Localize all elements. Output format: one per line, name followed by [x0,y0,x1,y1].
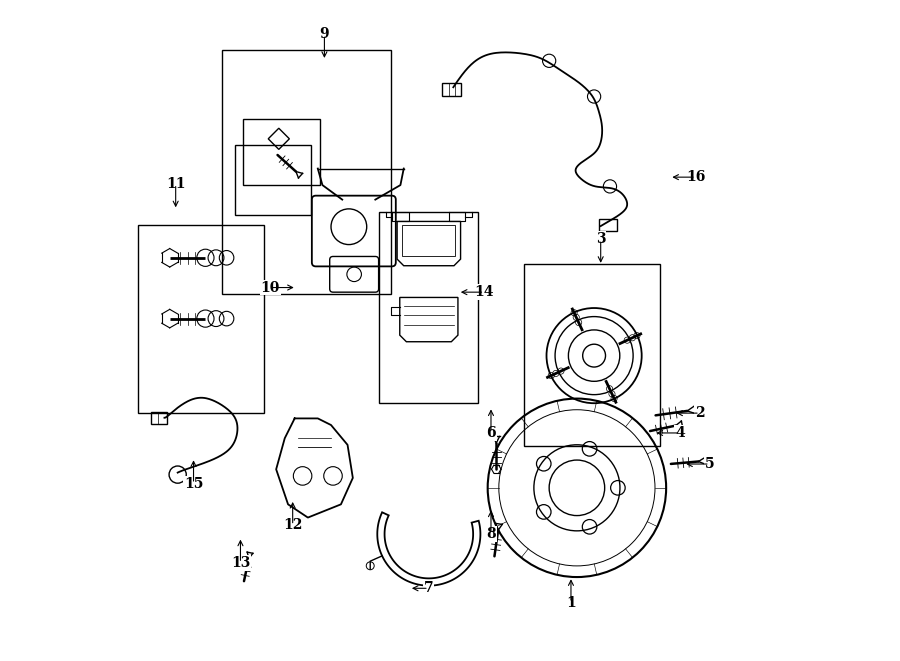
Text: 16: 16 [686,170,706,184]
Bar [151,412,167,424]
Bar [235,145,311,215]
Text: 1: 1 [566,596,576,610]
Text: 15: 15 [184,477,203,491]
Bar [222,50,391,294]
Text: 9: 9 [320,27,329,42]
Text: 11: 11 [166,176,185,191]
Text: 10: 10 [260,280,280,295]
Text: 5: 5 [705,457,715,471]
Text: 2: 2 [695,406,705,420]
Text: 12: 12 [283,518,302,533]
Text: 6: 6 [486,426,496,440]
Bar [138,225,264,413]
Text: 14: 14 [474,285,494,299]
Bar [524,264,660,446]
Text: 8: 8 [486,527,496,541]
Bar [598,219,617,231]
Text: 7: 7 [424,581,434,596]
Polygon shape [377,512,481,586]
Text: 13: 13 [230,556,250,570]
Text: 3: 3 [596,232,606,247]
Text: 4: 4 [675,426,685,440]
Bar [442,83,461,96]
Bar [243,119,320,185]
Bar [379,212,479,403]
